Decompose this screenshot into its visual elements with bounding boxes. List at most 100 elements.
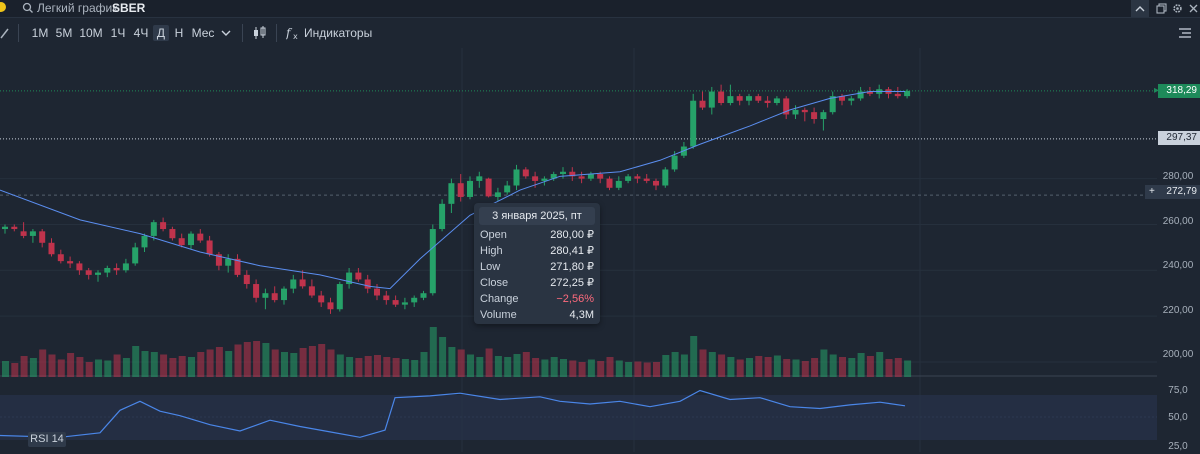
ticker-symbol[interactable]: SBER [112, 1, 146, 15]
volume-bar [485, 348, 493, 377]
tooltip-key: Close [480, 277, 509, 289]
tooltip-row-change: Change −2,56% [480, 291, 594, 307]
volume-bar [383, 357, 391, 377]
candle-body [829, 96, 836, 113]
candle-body [429, 229, 436, 294]
tooltip-key: High [480, 245, 503, 257]
volume-bar [643, 362, 651, 377]
volume-bar [718, 354, 726, 377]
chart-toolbar: 1М 5М 10М 1Ч 4Ч Д Н Мес f x Индикаторы [0, 20, 1200, 46]
close-button[interactable] [1186, 0, 1200, 17]
tooltip-value: 4,3M [569, 309, 594, 321]
candle-body [160, 222, 167, 230]
search-icon[interactable] [22, 1, 34, 15]
volume-bar [318, 344, 326, 377]
volume-bar [513, 354, 521, 377]
candle-body [662, 169, 669, 186]
candle-body [653, 180, 659, 186]
candle-body [392, 300, 399, 305]
candle-body [355, 272, 362, 280]
timeframe-day-button[interactable]: Д [153, 25, 169, 41]
volume-bar [225, 351, 233, 377]
volume-bar [150, 352, 158, 377]
volume-bar [866, 356, 874, 377]
settings-button[interactable] [1170, 0, 1184, 17]
volume-bar [736, 359, 744, 377]
timeframe-1h-button[interactable]: 1Ч [110, 26, 126, 40]
candle-body [215, 254, 222, 266]
candle-body [271, 293, 278, 301]
volume-bar [346, 357, 354, 377]
timeframe-1m-button[interactable]: 1М [31, 26, 49, 40]
volume-bar [374, 355, 381, 377]
volume-bar [885, 359, 893, 377]
candle-body [85, 270, 92, 275]
collapse-button[interactable] [1131, 0, 1149, 17]
candle-body [113, 268, 120, 271]
candle-body [67, 261, 74, 264]
candle-body [299, 279, 306, 287]
chevron-down-icon[interactable] [221, 29, 231, 37]
chart-title: Легкий график [37, 1, 118, 15]
volume-bar [727, 357, 735, 377]
candle-body [848, 98, 855, 101]
timeframe-5m-button[interactable]: 5М [55, 26, 73, 40]
volume-bar [253, 341, 261, 377]
rsi-indicator-label[interactable]: RSI 14 [28, 432, 66, 447]
candle-body [439, 203, 446, 230]
volume-bar [848, 358, 856, 377]
volume-bar [160, 354, 168, 377]
menu-lines-icon[interactable] [1178, 27, 1192, 39]
volume-bar [57, 359, 65, 377]
window-title-bar: Легкий график SBER [0, 0, 1200, 18]
price-level-value: 297,37 [1166, 132, 1197, 143]
candle-body [243, 274, 250, 285]
svg-text:x: x [293, 32, 298, 40]
candle-body [346, 272, 353, 285]
candle-body [894, 93, 901, 97]
rsi-tick-label: 25,0 [1168, 441, 1188, 452]
tooltip-key: Volume [480, 309, 517, 321]
volume-bar [541, 359, 549, 377]
volume-bar [634, 361, 642, 377]
volume-bar [671, 352, 679, 377]
volume-bar [29, 358, 37, 377]
popout-icon [1155, 3, 1167, 14]
volume-bar [336, 354, 344, 377]
indicators-button[interactable]: Индикаторы [304, 26, 373, 40]
candle-body [39, 231, 46, 243]
volume-bar [876, 352, 884, 377]
tooltip-date: 3 января 2025, пт [479, 207, 595, 225]
volume-bar [364, 356, 372, 377]
candle-body [690, 100, 697, 147]
rsi-tick-label: 50,0 [1168, 412, 1188, 423]
rsi-band [0, 395, 1157, 440]
crosshair-plus-icon[interactable]: + [1149, 186, 1155, 197]
volume-bar [308, 346, 316, 377]
volume-bar [699, 349, 707, 377]
popout-button[interactable] [1154, 0, 1168, 17]
candle-body [560, 171, 566, 175]
volume-bar [625, 362, 633, 377]
volume-bar [215, 347, 223, 377]
timeframe-month-button[interactable]: Мес [191, 26, 215, 40]
timeframe-10m-button[interactable]: 10М [79, 26, 103, 40]
tooltip-key: Change [480, 293, 519, 305]
candle-body [374, 288, 380, 296]
candle-body [634, 176, 641, 179]
volume-bar [448, 347, 456, 377]
volume-bar [746, 358, 753, 377]
candle-body [839, 96, 845, 101]
timeframe-4h-button[interactable]: 4Ч [133, 26, 149, 40]
volume-bar [197, 352, 205, 377]
volume-bar [783, 359, 791, 377]
function-fx-icon[interactable]: f x [286, 26, 302, 40]
volume-bar [811, 358, 819, 377]
candle-body [550, 174, 557, 179]
pencil-icon[interactable] [0, 26, 10, 40]
candle-body [532, 176, 539, 181]
timeframe-week-button[interactable]: Н [174, 26, 184, 40]
candlestick-type-icon[interactable] [252, 25, 268, 41]
volume-bar [104, 360, 112, 377]
